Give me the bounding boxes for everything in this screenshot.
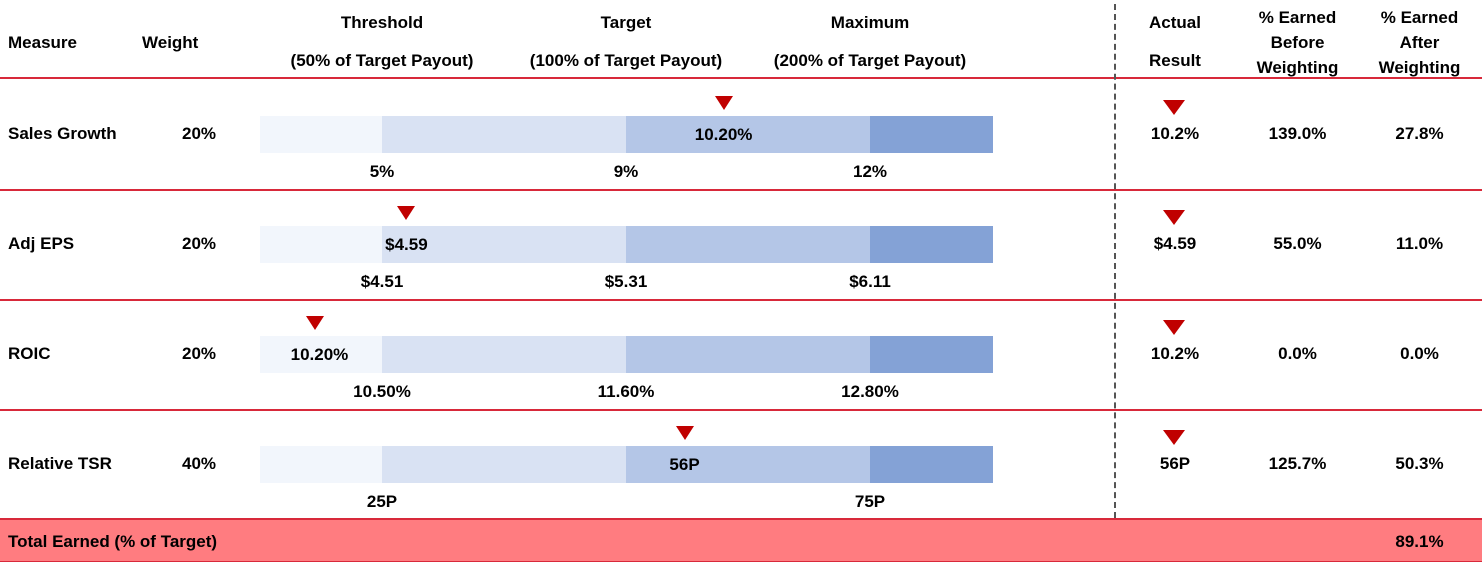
track-above-maximum xyxy=(870,226,993,263)
track-below-threshold xyxy=(260,336,382,373)
measure-label: Sales Growth xyxy=(8,124,117,143)
threshold-label: 25P xyxy=(366,492,398,511)
threshold-label: 5% xyxy=(369,162,395,181)
actual-result-value: 10.2% xyxy=(1150,344,1200,363)
row-divider xyxy=(0,409,1482,411)
earned-before-value: 139.0% xyxy=(1268,124,1327,143)
total-label: Total Earned (% of Target) xyxy=(8,532,218,551)
header-rule xyxy=(0,77,1482,79)
earned-after-value: 27.8% xyxy=(1395,124,1444,143)
maximum-label: 75P xyxy=(854,492,886,511)
track-target-to-maximum xyxy=(626,116,870,153)
track-threshold-to-target xyxy=(382,226,626,263)
header-threshold-sub: (50% of Target Payout) xyxy=(290,51,474,70)
track-below-threshold xyxy=(260,446,382,483)
row-divider xyxy=(0,189,1482,191)
actual-column-divider xyxy=(1114,4,1116,518)
actual-marker xyxy=(714,96,733,110)
header-before-line2: Before xyxy=(1270,33,1325,52)
earned-after-value: 50.3% xyxy=(1395,454,1444,473)
weight-value: 20% xyxy=(181,234,217,253)
actual-bar-label: 10.20% xyxy=(290,345,349,364)
header-maximum-sub: (200% of Target Payout) xyxy=(773,51,967,70)
header-actual-line2: Result xyxy=(1149,51,1201,70)
measure-label: Relative TSR xyxy=(8,454,112,473)
actual-result-marker xyxy=(1163,100,1185,115)
track-target-to-maximum xyxy=(626,446,870,483)
maximum-label: 12.80% xyxy=(841,382,899,401)
track-target-to-maximum xyxy=(626,336,870,373)
header-weight: Weight xyxy=(142,33,199,52)
threshold-label: 10.50% xyxy=(353,382,411,401)
header-before-line3: Weighting xyxy=(1256,58,1339,77)
earned-before-value: 125.7% xyxy=(1268,454,1327,473)
track-below-threshold xyxy=(260,226,382,263)
total-row xyxy=(0,520,1482,561)
actual-result-marker xyxy=(1163,430,1185,445)
header-threshold: Threshold xyxy=(340,13,424,32)
total-rule-top xyxy=(0,518,1482,520)
actual-result-value: $4.59 xyxy=(1153,234,1197,253)
track-target-to-maximum xyxy=(626,226,870,263)
row-divider xyxy=(0,299,1482,301)
header-maximum: Maximum xyxy=(830,13,910,32)
maximum-label: 12% xyxy=(852,162,888,181)
actual-marker xyxy=(675,426,694,440)
actual-bar-label: 10.20% xyxy=(694,125,753,144)
actual-marker xyxy=(306,316,325,330)
earned-before-value: 0.0% xyxy=(1278,344,1317,363)
actual-result-marker xyxy=(1163,210,1185,225)
threshold-label: $4.51 xyxy=(360,272,404,291)
header-actual-line1: Actual xyxy=(1149,13,1201,32)
total-rule-bottom xyxy=(0,560,1482,562)
track-above-maximum xyxy=(870,116,993,153)
track-threshold-to-target xyxy=(382,336,626,373)
target-label: 11.60% xyxy=(597,382,655,401)
weight-value: 20% xyxy=(181,344,217,363)
header-after-line2: After xyxy=(1399,33,1440,52)
weight-value: 40% xyxy=(181,454,217,473)
measure-label: ROIC xyxy=(8,344,51,363)
maximum-label: $6.11 xyxy=(849,272,891,291)
actual-result-marker xyxy=(1163,320,1185,335)
earned-before-value: 55.0% xyxy=(1273,234,1322,253)
weight-value: 20% xyxy=(181,124,217,143)
actual-result-value: 56P xyxy=(1159,454,1191,473)
track-below-threshold xyxy=(260,116,382,153)
actual-bar-label: $4.59 xyxy=(385,235,428,254)
header-target: Target xyxy=(600,13,652,32)
track-threshold-to-target xyxy=(382,446,626,483)
measure-label: Adj EPS xyxy=(8,234,75,253)
header-measure: Measure xyxy=(8,33,77,52)
track-above-maximum xyxy=(870,336,993,373)
header-before-line1: % Earned xyxy=(1258,8,1337,27)
earned-after-value: 0.0% xyxy=(1400,344,1439,363)
header-after-line3: Weighting xyxy=(1378,58,1461,77)
header-target-sub: (100% of Target Payout) xyxy=(529,51,723,70)
total-value: 89.1% xyxy=(1395,532,1444,551)
track-above-maximum xyxy=(870,446,993,483)
actual-bar-label: 56P xyxy=(669,455,700,474)
target-label: 9% xyxy=(613,162,639,181)
track-threshold-to-target xyxy=(382,116,626,153)
actual-result-value: 10.2% xyxy=(1150,124,1200,143)
earned-after-value: 11.0% xyxy=(1395,234,1444,253)
target-label: $5.31 xyxy=(604,272,648,291)
actual-marker xyxy=(397,206,416,220)
header-after-line1: % Earned xyxy=(1380,8,1459,27)
